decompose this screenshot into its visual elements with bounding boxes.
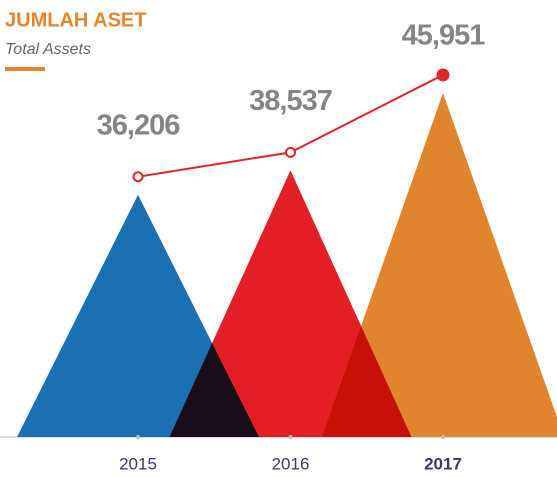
- value-label: 38,537: [249, 85, 332, 117]
- chart-title: JUMLAH ASET: [5, 9, 146, 31]
- trend-marker: [436, 68, 450, 82]
- title-underline: [5, 67, 45, 71]
- x-tick-label: 2017: [424, 454, 462, 473]
- tick-dot: [441, 435, 445, 439]
- x-tick-label: 2015: [119, 454, 157, 473]
- value-label: 36,206: [97, 109, 181, 141]
- trend-marker: [132, 171, 144, 183]
- trend-marker: [285, 146, 296, 158]
- chart-subtitle: Total Assets: [5, 41, 91, 58]
- triangles: [17, 92, 557, 437]
- value-label: 45,951: [402, 20, 486, 52]
- tick-dot: [288, 435, 293, 439]
- tick-dot: [136, 435, 140, 439]
- x-tick-label: 2016: [272, 454, 310, 473]
- triangle: [322, 92, 557, 437]
